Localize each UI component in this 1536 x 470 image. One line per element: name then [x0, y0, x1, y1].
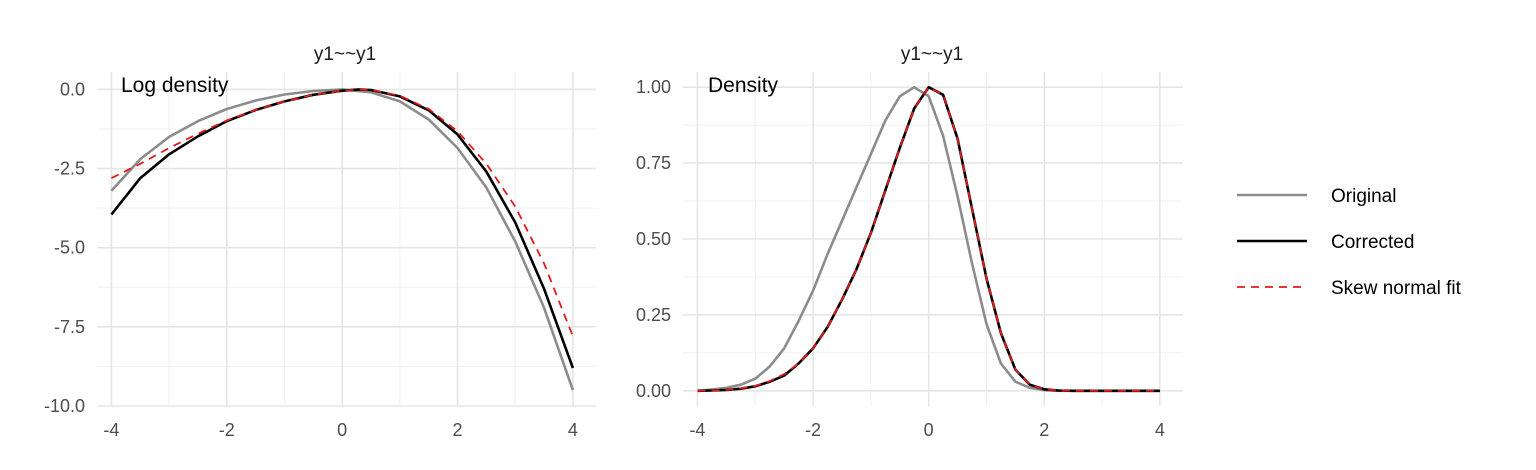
x-tick-labels: -4 -2 0 2 4 — [689, 420, 1164, 440]
density-panel: y1~~y1 Density 0.00 0.25 0.50 0.75 1.00 -4 -2… — [636, 44, 1183, 440]
y-tick-label: 1.00 — [636, 77, 671, 97]
legend-item-original: Original — [1237, 186, 1396, 207]
x-tick-label: 2 — [1039, 420, 1049, 440]
legend: Original Corrected Skew normal fit — [1237, 186, 1462, 299]
x-tick-label: 4 — [568, 420, 578, 440]
x-tick-label: -2 — [219, 420, 235, 440]
x-tick-label: -4 — [103, 420, 119, 440]
y-tick-label: -10.0 — [44, 396, 85, 416]
y-tick-labels: -10.0 -7.5 -5.0 -2.5 0.0 — [44, 79, 85, 416]
series-line-skew-normal-fit — [697, 86, 1160, 392]
legend-item-skew-normal-fit: Skew normal fit — [1237, 278, 1462, 299]
panel-title: y1~~y1 — [314, 44, 376, 65]
x-tick-label: -2 — [805, 420, 821, 440]
y-tick-label: -5.0 — [54, 238, 85, 258]
y-tick-label: 0.0 — [60, 79, 85, 99]
y-tick-labels: 0.00 0.25 0.50 0.75 1.00 — [636, 77, 671, 401]
y-tick-label: -2.5 — [54, 159, 85, 179]
y-tick-label: 0.50 — [636, 229, 671, 249]
legend-label-corrected: Corrected — [1331, 232, 1414, 253]
x-tick-label: 4 — [1155, 420, 1165, 440]
grid — [683, 72, 1183, 406]
x-tick-label: -4 — [689, 420, 705, 440]
y-tick-label: 0.00 — [636, 381, 671, 401]
x-tick-labels: -4 -2 0 2 4 — [103, 420, 578, 440]
x-tick-label: 0 — [337, 420, 347, 440]
legend-label-original: Original — [1331, 186, 1396, 207]
y-tick-label: 0.25 — [636, 305, 671, 325]
series-line-skew-normal-fit — [111, 88, 574, 337]
legend-label-skew-normal-fit: Skew normal fit — [1331, 278, 1462, 299]
series-group — [697, 85, 1160, 393]
series-group — [110, 88, 575, 391]
legend-item-corrected: Corrected — [1237, 232, 1414, 253]
y-tick-label: 0.75 — [636, 153, 671, 173]
x-tick-label: 2 — [453, 420, 463, 440]
panel-annotation: Log density — [121, 74, 229, 97]
panel-annotation: Density — [708, 74, 779, 97]
panel-title: y1~~y1 — [901, 44, 963, 65]
y-tick-label: -7.5 — [54, 317, 85, 337]
log-density-panel: y1~~y1 Log density -10.0-7.5-5.0-2.50.0 … — [44, 44, 596, 440]
x-tick-label: 0 — [924, 420, 934, 440]
